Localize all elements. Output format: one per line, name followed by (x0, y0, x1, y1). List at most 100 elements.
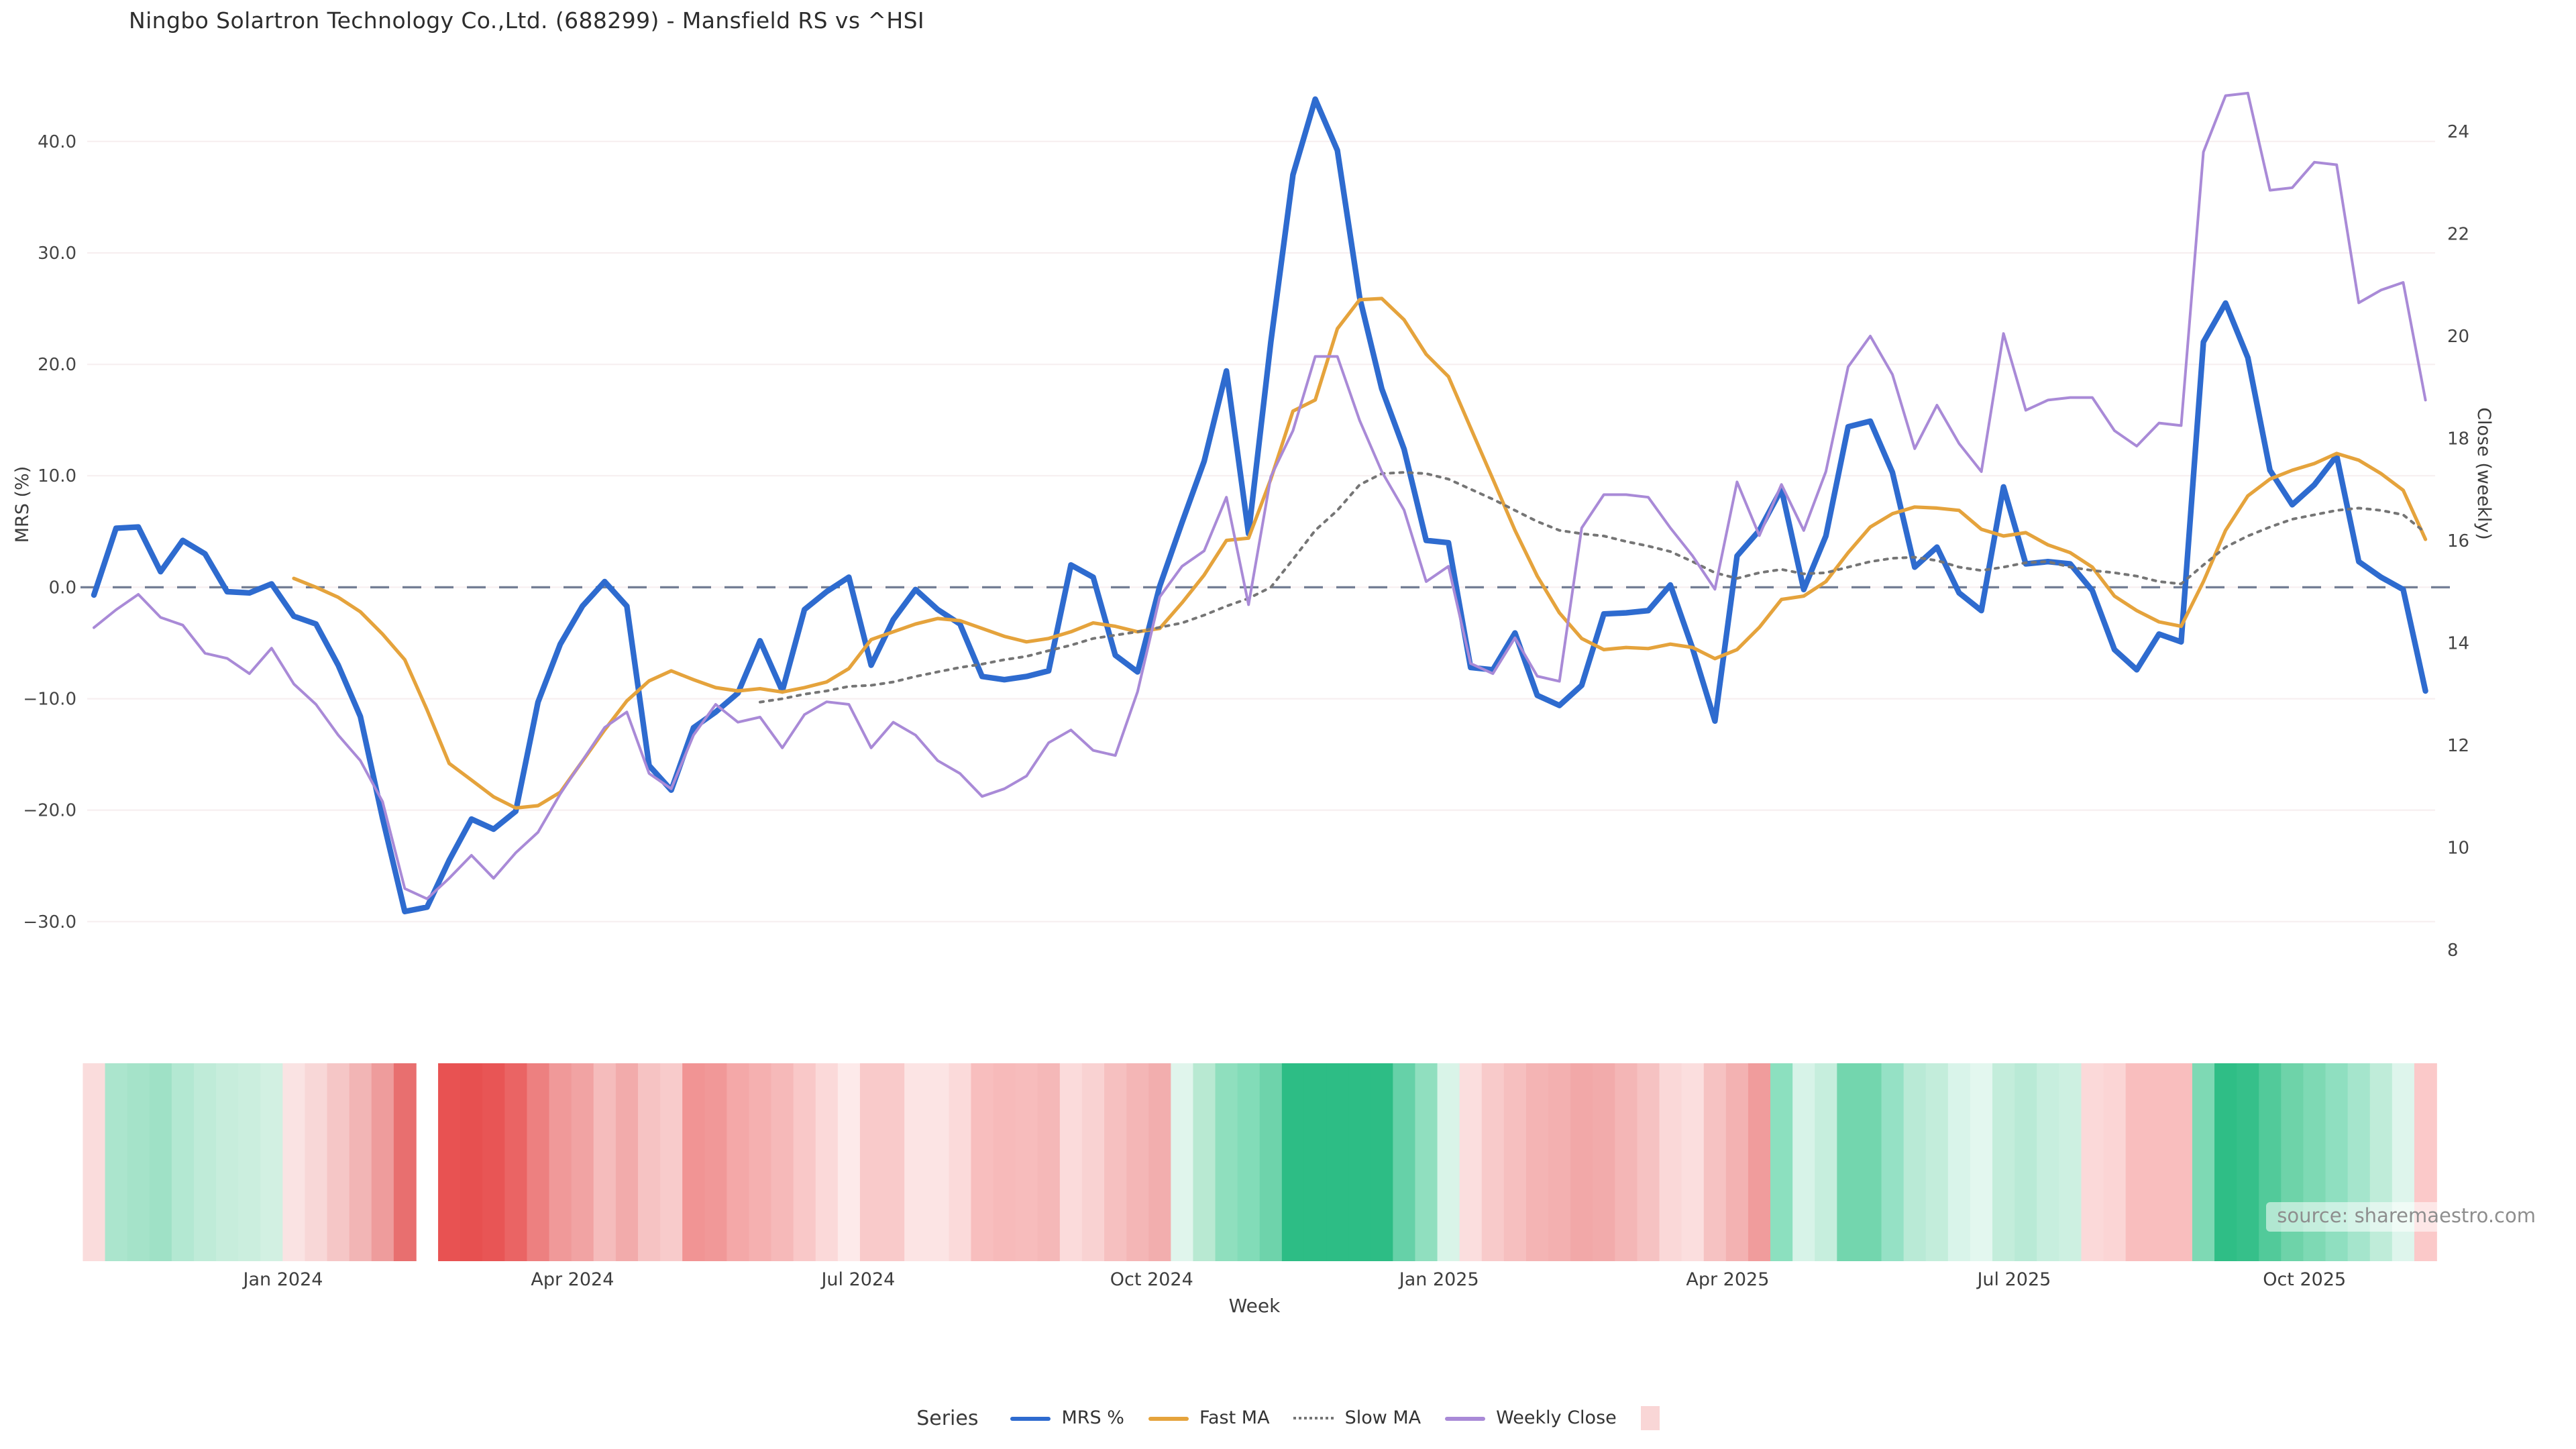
weekly-close-line-swatch-icon (1445, 1416, 1486, 1420)
x-axis-tick: Apr 2025 (1686, 1269, 1769, 1290)
y-axis-tick-right: 8 (2447, 941, 2459, 961)
heatmap-cell (2081, 1063, 2104, 1261)
heatmap-cell (1037, 1063, 1061, 1261)
slow-ma-line (759, 471, 2427, 704)
x-axis-tick: Jul 2024 (820, 1269, 895, 1290)
heatmap-cell (438, 1063, 461, 1261)
heatmap-cell (971, 1063, 994, 1261)
heatmap-cell (238, 1063, 262, 1261)
heatmap-cell (1659, 1063, 1682, 1261)
heatmap-cell (1326, 1063, 1349, 1261)
source-watermark: source: sharemaestro.com (2266, 1202, 2546, 1232)
heatmap-cell (749, 1063, 772, 1261)
heatmap-cell (727, 1063, 750, 1261)
y-axis-tick-right: 10 (2447, 839, 2469, 859)
heatmap-cell (482, 1063, 506, 1261)
heatmap-cell (504, 1063, 528, 1261)
weekly-close-line (93, 91, 2427, 900)
heatmap-cell (1259, 1063, 1283, 1261)
heatmap-cell (1059, 1063, 1083, 1261)
y-axis-tick-right: 14 (2447, 634, 2469, 654)
heatmap-cell (371, 1063, 394, 1261)
heatmap-cell (1303, 1063, 1327, 1261)
heatmap-cell (1570, 1063, 1594, 1261)
y-axis-tick-left: 20.0 (38, 355, 76, 375)
heatmap-cell (949, 1063, 972, 1261)
heatmap-swatch-icon (1640, 1406, 1660, 1430)
y-axis-tick-right: 12 (2447, 736, 2469, 756)
heatmap-cell (1104, 1063, 1127, 1261)
heatmap-cell (571, 1063, 594, 1261)
slow-ma-dotted-swatch-icon (1293, 1417, 1334, 1419)
heatmap-cell (460, 1063, 484, 1261)
y-axis-tick-left: 30.0 (38, 244, 76, 264)
y-axis-tick-right: 24 (2447, 122, 2469, 142)
legend-series-label: Series (916, 1406, 979, 1430)
x-axis-tick: Jul 2025 (1976, 1269, 2051, 1290)
fast-ma-line-swatch-icon (1148, 1416, 1189, 1420)
heatmap-cell (393, 1063, 417, 1261)
heatmap-cell (2125, 1063, 2149, 1261)
heatmap-cell (1148, 1063, 1172, 1261)
heatmap-cell (682, 1063, 706, 1261)
heatmap-cell (637, 1063, 661, 1261)
x-axis-tick: Jan 2025 (1398, 1269, 1479, 1290)
heatmap-cell (260, 1063, 284, 1261)
legend: Series MRS % Fast MA Slow MA Weekly Clos… (0, 1406, 2576, 1430)
heatmap-cell (1171, 1063, 1194, 1261)
x-axis-tick: Apr 2024 (531, 1269, 614, 1290)
y-axis-tick-left: 10.0 (38, 466, 76, 486)
legend-item-label: Weekly Close (1496, 1407, 1617, 1429)
y-axis-tick-right: 22 (2447, 225, 2469, 245)
heatmap-cell (193, 1063, 217, 1261)
heatmap-cell (105, 1063, 128, 1261)
y-axis-tick-right: 18 (2447, 429, 2469, 449)
heatmap-cell (2214, 1063, 2237, 1261)
heatmap-cell (1593, 1063, 1616, 1261)
heatmap-cell (2237, 1063, 2260, 1261)
heatmap-cell (1681, 1063, 1705, 1261)
heatmap-cell (1481, 1063, 1505, 1261)
heatmap-cell (1925, 1063, 1949, 1261)
heatmap-cell (1548, 1063, 1571, 1261)
heatmap-cell (815, 1063, 839, 1261)
heatmap-cell (993, 1063, 1016, 1261)
heatmap-cell (1459, 1063, 1483, 1261)
mrs-line (91, 96, 2428, 914)
heatmap-cell (1525, 1063, 1549, 1261)
heatmap-cell (282, 1063, 306, 1261)
fast-ma-line (292, 297, 2428, 810)
heatmap-cell (327, 1063, 350, 1261)
y-axis-tick-left: −10.0 (23, 690, 76, 710)
heatmap-cell (593, 1063, 616, 1261)
heatmap-cell (2169, 1063, 2193, 1261)
heatmap-cell (2015, 1063, 2038, 1261)
heatmap-cell (171, 1063, 195, 1261)
heatmap-cell (1215, 1063, 1238, 1261)
y-axis-tick-right: 16 (2447, 531, 2469, 551)
x-axis-title: Week (1228, 1296, 1281, 1318)
heatmap-cell (83, 1063, 106, 1261)
heatmap-cell (1837, 1063, 1860, 1261)
heatmap-cell (660, 1063, 683, 1261)
heatmap-cell (2192, 1063, 2215, 1261)
heatmap-cell (904, 1063, 928, 1261)
heatmap-cell (1947, 1063, 1971, 1261)
y-axis-tick-left: −30.0 (23, 912, 76, 932)
heatmap-cell (149, 1063, 172, 1261)
heatmap-cell (1393, 1063, 1416, 1261)
heatmap-cell (704, 1063, 728, 1261)
heatmap-cell (1970, 1063, 1993, 1261)
heatmap-cell (1081, 1063, 1105, 1261)
heatmap-cell (793, 1063, 816, 1261)
heatmap-cell (1503, 1063, 1527, 1261)
heatmap-cell (216, 1063, 239, 1261)
legend-item-label: Slow MA (1344, 1407, 1421, 1429)
legend-item-heatmap (1640, 1406, 1660, 1430)
heatmap-cell (926, 1063, 950, 1261)
heatmap-cell (127, 1063, 150, 1261)
legend-item-label: Fast MA (1199, 1407, 1270, 1429)
heatmap-cell (1415, 1063, 1438, 1261)
